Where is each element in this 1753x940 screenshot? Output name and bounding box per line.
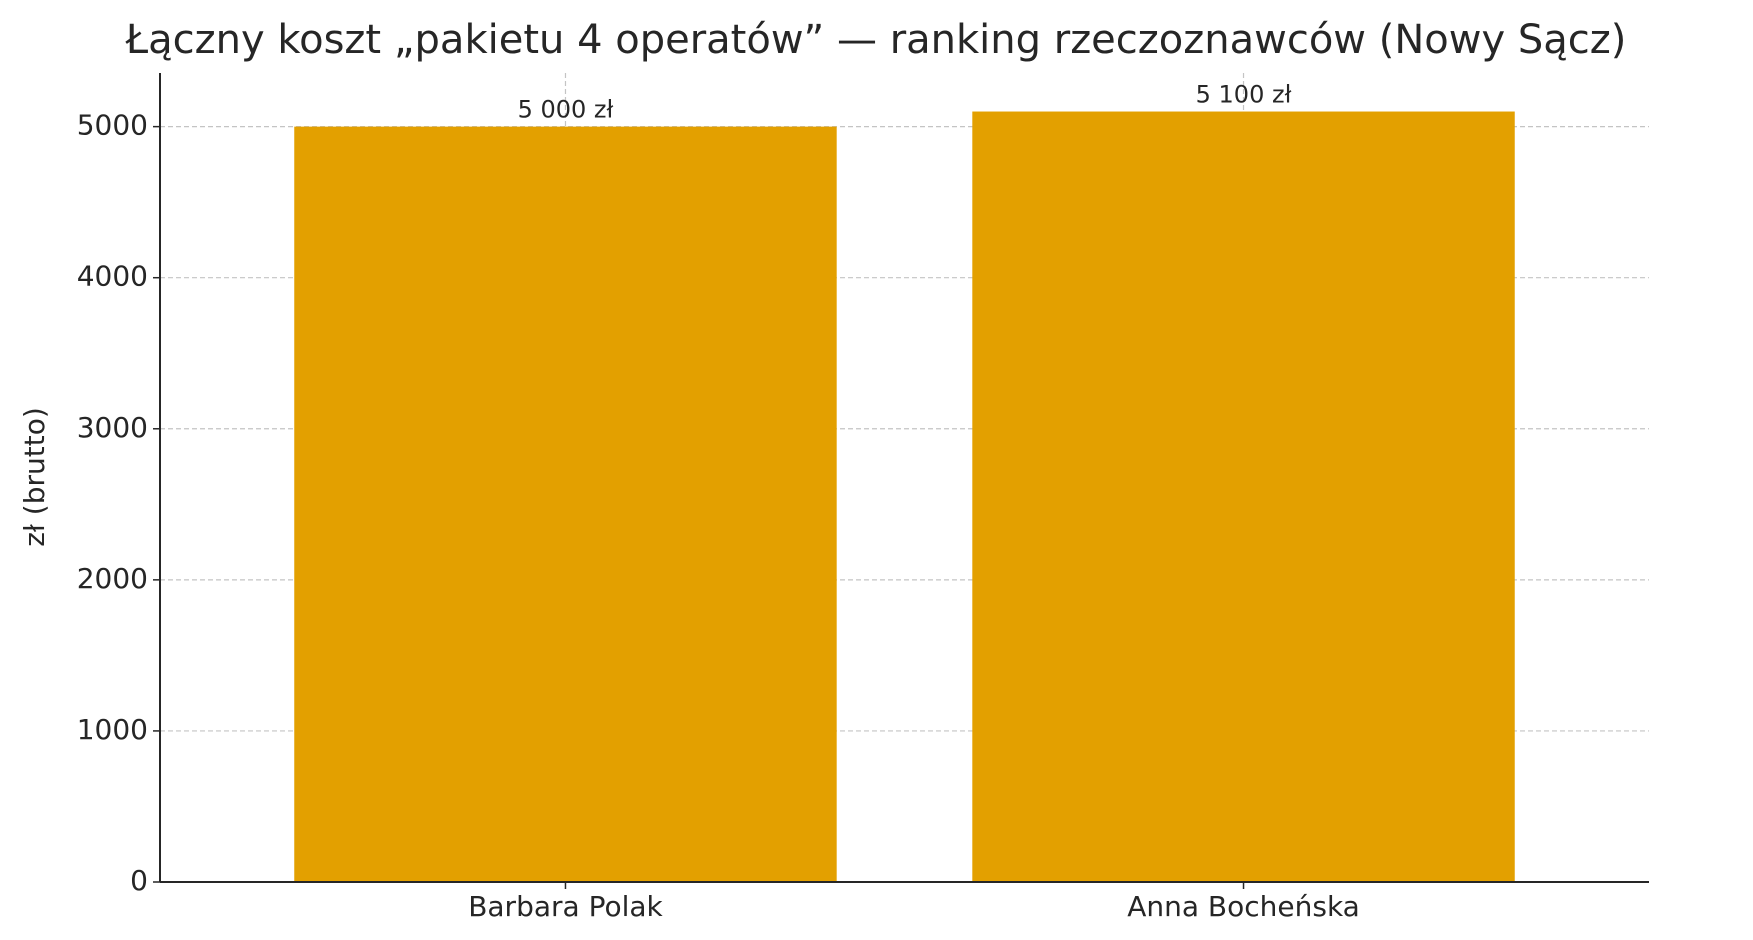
bar: [972, 111, 1515, 883]
value-label: 5 100 zł: [1196, 81, 1292, 109]
y-tick-label: 5000: [77, 109, 148, 142]
y-tick-label: 2000: [77, 562, 148, 595]
y-tick-label: 1000: [77, 713, 148, 746]
x-tick-label: Barbara Polak: [468, 890, 663, 923]
x-tick-label: Anna Bocheńska: [1127, 890, 1360, 923]
y-tick-label: 0: [130, 864, 148, 897]
y-tick-label: 3000: [77, 411, 148, 444]
y-axis-label: zł (brutto): [18, 407, 51, 547]
chart-title: Łączny koszt „pakietu 4 operatów” — rank…: [125, 17, 1627, 63]
bar: [294, 126, 837, 883]
y-tick-label: 4000: [77, 260, 148, 293]
value-label: 5 000 zł: [518, 96, 614, 124]
